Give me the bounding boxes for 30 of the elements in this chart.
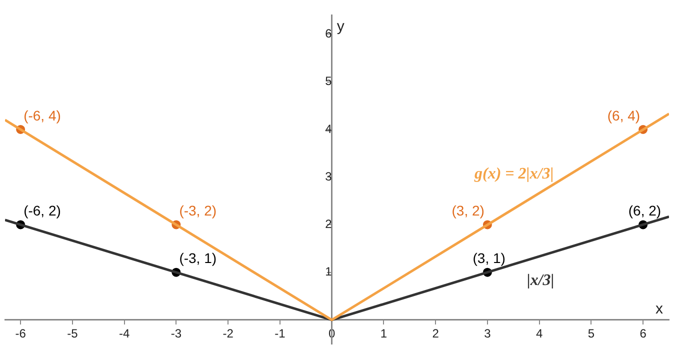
x-tick-label: 5 — [588, 326, 595, 340]
x-tick-label: -2 — [222, 326, 234, 340]
x-tick-label: 3 — [484, 326, 492, 340]
y-tick-label: 2 — [325, 217, 332, 232]
x-tick-label: 1 — [380, 326, 388, 340]
data-label: (-3, 2) — [179, 202, 217, 219]
y-axis-title: y — [336, 18, 345, 35]
y-tick-label: 4 — [325, 122, 332, 136]
x-tick-label: 2 — [432, 326, 440, 340]
data-label: (3, 1) — [472, 250, 506, 266]
series-label: |x/3| — [526, 272, 554, 289]
x-tick-label: -4 — [118, 326, 130, 340]
data-label: (-6, 4) — [24, 107, 61, 124]
data-label: (3, 2) — [452, 202, 484, 219]
y-tick-label: 3 — [325, 169, 332, 184]
x-tick-label: -5 — [67, 326, 78, 340]
x-tick-label: -1 — [274, 326, 286, 340]
series-label: g(x) = 2|x/3| — [473, 165, 554, 182]
y-tick-label: 1 — [325, 264, 332, 279]
data-label: (6, 4) — [607, 107, 640, 124]
x-axis-title: x — [656, 300, 664, 318]
x-tick-label: 6 — [640, 326, 647, 340]
x-tick-label: 4 — [536, 326, 543, 340]
x-tick-label: -6 — [15, 326, 26, 340]
y-tick-label: 6 — [325, 26, 332, 41]
x-tick-label: -3 — [170, 326, 182, 340]
data-label: (-6, 2) — [24, 202, 61, 219]
data-label: (-3, 1) — [179, 250, 217, 266]
data-label: (6, 2) — [628, 202, 662, 219]
y-tick-label: 5 — [325, 74, 332, 88]
